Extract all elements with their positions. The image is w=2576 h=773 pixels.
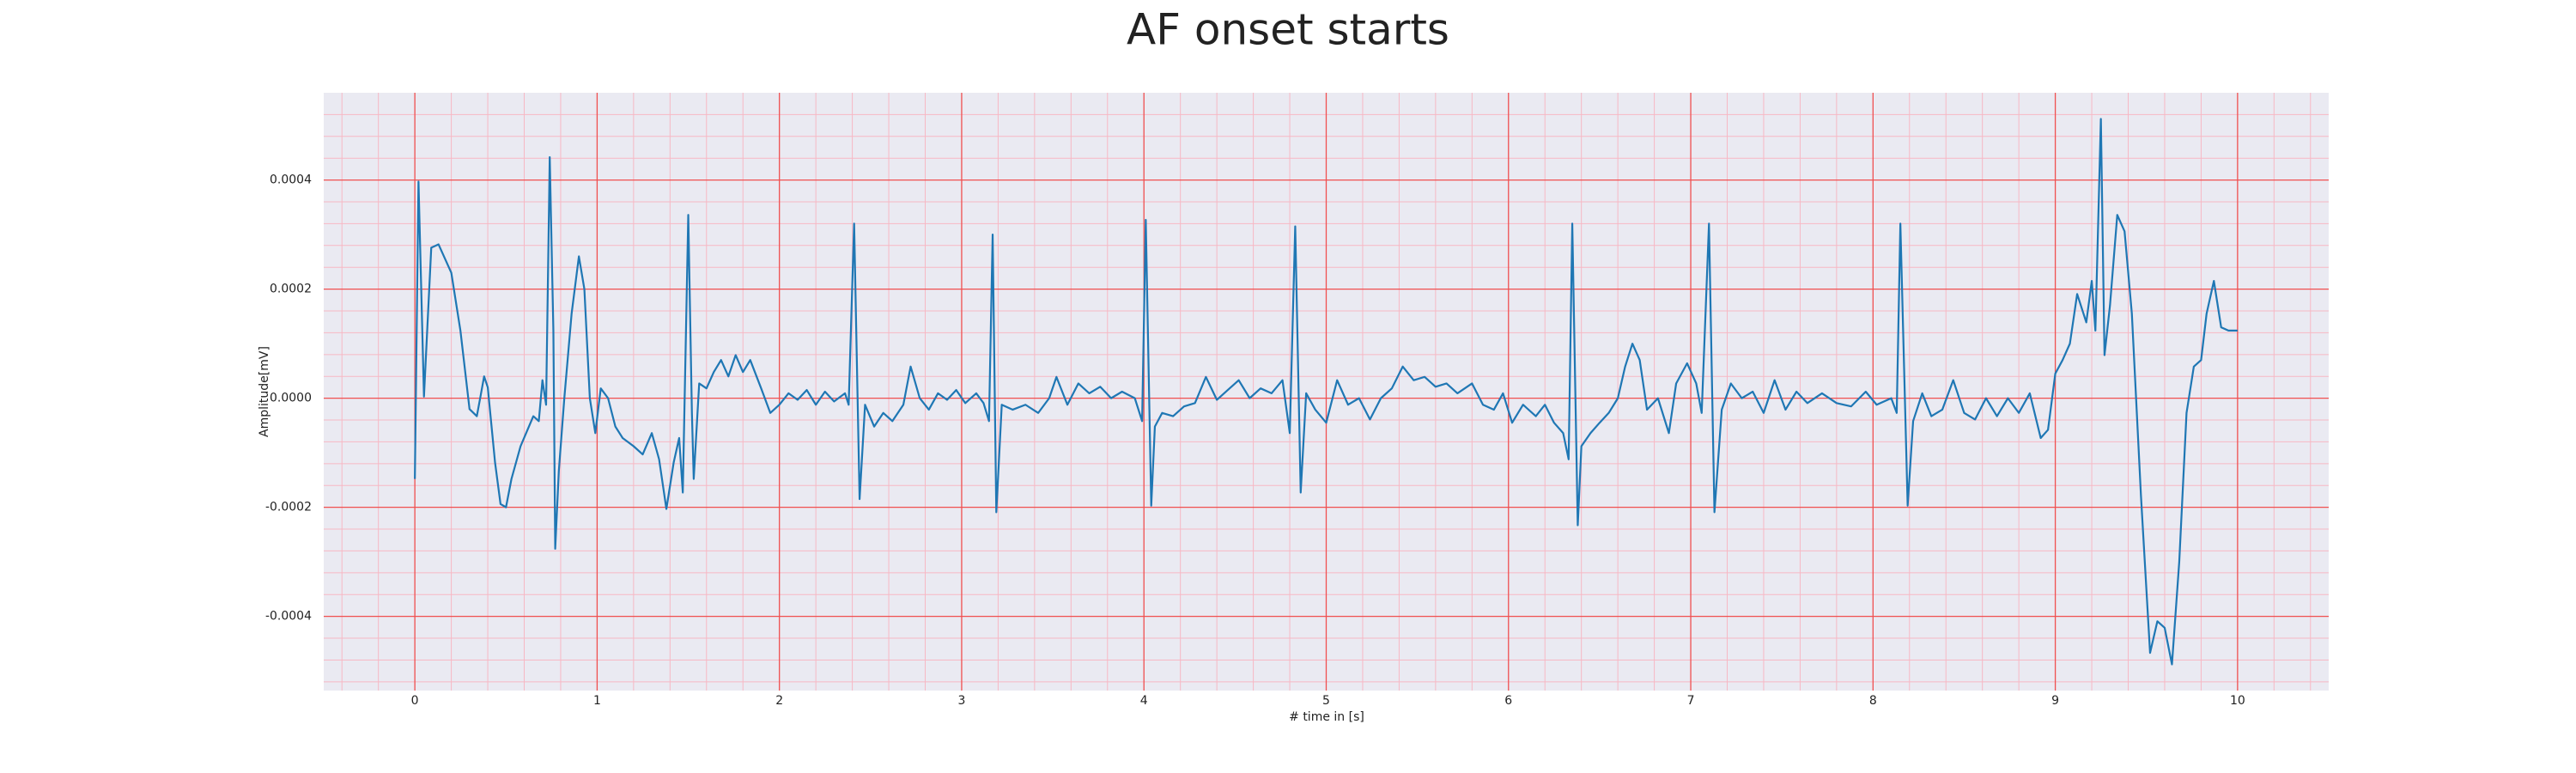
x-tick-label: 8 — [1869, 694, 1877, 708]
x-tick-label: 0 — [411, 694, 419, 708]
x-tick-label: 3 — [957, 694, 965, 708]
y-axis-label: Amplitude[mV] — [258, 346, 271, 437]
x-tick-label: 7 — [1687, 694, 1695, 708]
x-tick-label: 1 — [593, 694, 601, 708]
chart-title: AF onset starts — [1127, 5, 1449, 55]
x-tick-label: 5 — [1322, 694, 1330, 708]
x-tick-label: 10 — [2230, 694, 2245, 708]
x-tick-label: 4 — [1140, 694, 1148, 708]
y-tick-label: 0.0004 — [270, 173, 312, 187]
y-tick-label: 0.0000 — [270, 392, 312, 405]
x-axis-label: # time in [s] — [1289, 710, 1364, 724]
y-tick-label: -0.0004 — [265, 610, 312, 624]
signal-line — [414, 118, 2238, 666]
y-tick-label: 0.0002 — [270, 283, 312, 296]
x-tick-label: 2 — [775, 694, 783, 708]
x-tick-label: 6 — [1504, 694, 1512, 708]
y-tick-label: -0.0002 — [265, 501, 312, 514]
x-tick-label: 9 — [2051, 694, 2059, 708]
